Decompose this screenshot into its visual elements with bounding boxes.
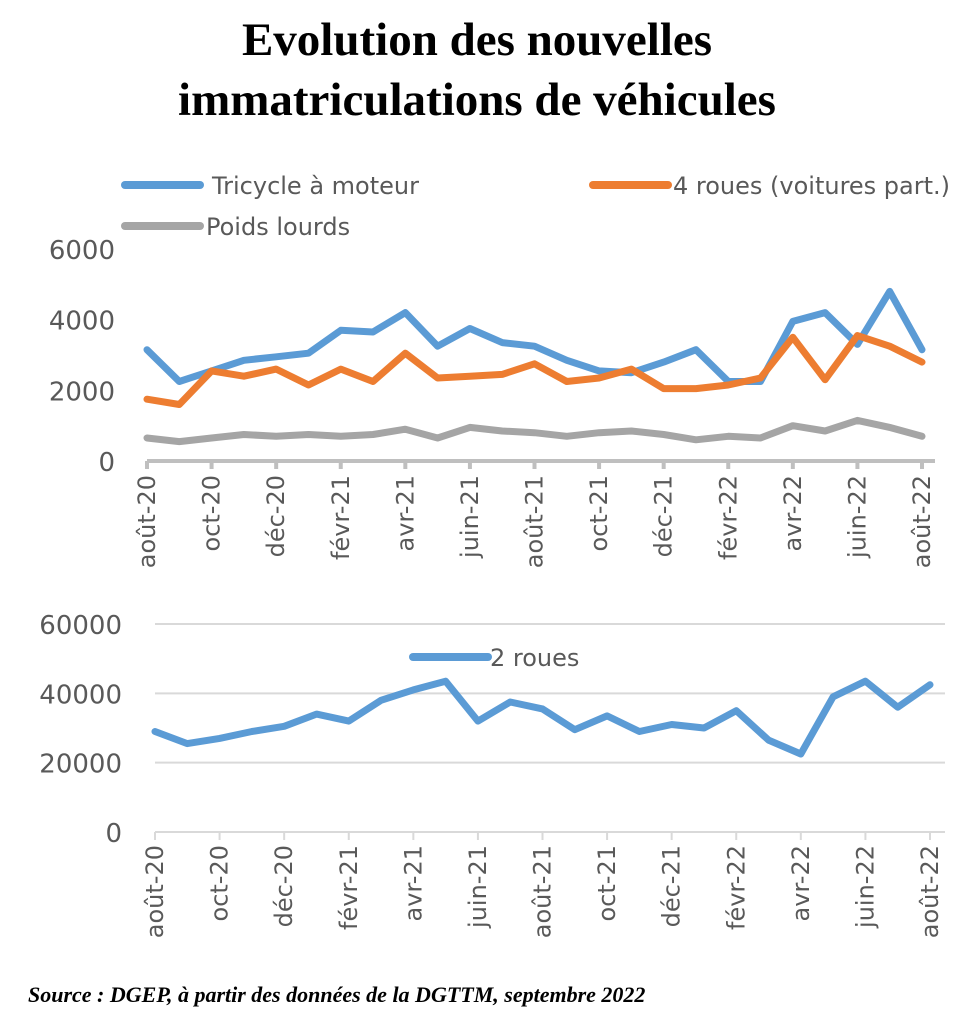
x-tick-label: déc-20	[270, 845, 298, 927]
series-line-1	[143, 287, 926, 385]
x-tick-label: avr-22	[787, 845, 815, 921]
x-tick-label: oct-20	[198, 475, 226, 552]
title-line-1: Evolution des nouvelles	[241, 14, 713, 66]
x-tick-label: août-22	[908, 475, 936, 568]
y-tick-label: 0	[98, 448, 115, 478]
chart-2: 0 20000 40000 60000 août-20 oct-20 déc-20 févr-…	[39, 611, 945, 938]
x-tick-label: août-22	[916, 845, 944, 938]
legend-label: Poids lourds	[206, 213, 350, 241]
x-tick-label: juin-21	[464, 845, 492, 929]
x-tick-label: juin-21	[456, 475, 484, 559]
y-tick-label: 6000	[49, 236, 115, 266]
y-tick-label: 2000	[49, 377, 115, 407]
legend-label: 2 roues	[490, 644, 579, 672]
x-tick-label: avr-21	[399, 845, 427, 921]
x-tick-label: août-21	[529, 845, 557, 938]
x-tick-label: déc-21	[650, 475, 678, 557]
x-tick-label: avr-21	[391, 475, 419, 551]
title-line-2: immatriculations de véhicules	[178, 74, 776, 126]
chart-1: 0 2000 4000 6000 août-20 oct-20 déc-20 févr-21 a…	[49, 172, 950, 568]
y-tick-label: 0	[105, 819, 122, 849]
x-tick-label: oct-21	[593, 845, 621, 922]
series-line-3	[143, 416, 926, 446]
x-tick-label: juin-22	[843, 475, 871, 559]
x-tick-label: déc-20	[262, 475, 290, 557]
series-line-1	[151, 677, 934, 758]
x-tick-label: juin-22	[851, 845, 879, 929]
x-tick-label: févr-22	[714, 475, 742, 560]
x-tick-label: août-21	[521, 475, 549, 568]
legend-label: Tricycle à moteur	[211, 172, 419, 200]
x-tick-label: oct-21	[585, 475, 613, 552]
x-tick-label: févr-21	[327, 475, 355, 560]
series-line-2	[143, 332, 926, 408]
chart-title: Evolution des nouvelles immatriculations…	[0, 10, 955, 130]
x-tick-label: oct-20	[206, 845, 234, 922]
x-tick-label: août-20	[133, 475, 161, 568]
x-tick-label: avr-22	[779, 475, 807, 551]
source-note: Source : DGEP, à partir des données de l…	[28, 982, 646, 1007]
legend-label: 4 roues (voitures part.)	[673, 172, 950, 200]
x-tick-label: déc-21	[658, 845, 686, 927]
x-tick-label: févr-21	[335, 845, 363, 930]
x-tick-label: févr-22	[722, 845, 750, 930]
y-tick-label: 4000	[49, 307, 115, 337]
y-tick-label: 20000	[39, 750, 122, 780]
x-tick-label: août-20	[141, 845, 169, 938]
y-tick-label: 60000	[39, 611, 122, 641]
y-tick-label: 40000	[39, 680, 122, 710]
